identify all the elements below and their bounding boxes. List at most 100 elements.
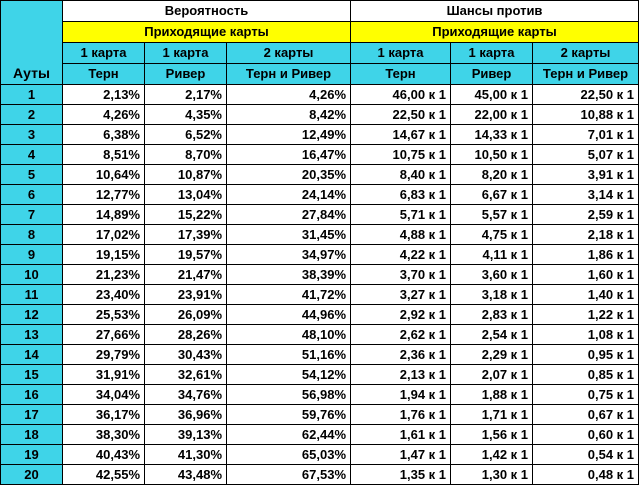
odds-turn-and-river-cell: 3,14 к 1 <box>532 184 640 205</box>
prob-two-cards-header: 2 карты <box>225 42 352 64</box>
header-row-2: Приходящие карты Приходящие карты <box>1 21 640 43</box>
prob-turn-cell: 40,43% <box>62 444 145 465</box>
prob-turn-and-river-cell: 27,84% <box>225 204 352 225</box>
prob-turn-cell: 34,04% <box>62 384 145 405</box>
table-row: 3 6,38% 6,52% 12,49% 14,67 к 1 14,33 к 1 7,01 … <box>0 124 640 145</box>
prob-turn-and-river-header: Терн и Ривер <box>225 63 352 85</box>
odds-turn-and-river-cell: 1,40 к 1 <box>532 284 640 305</box>
odds-river-cell: 6,67 к 1 <box>450 184 534 205</box>
odds-river-cell: 1,88 к 1 <box>450 384 534 405</box>
odds-turn-cell: 4,88 к 1 <box>350 224 452 245</box>
table-row: 17 36,17% 36,96% 59,76% 1,76 к 1 1,71 к 1 0,67… <box>0 404 640 425</box>
header-row-1: Ауты Вероятность Шансы против <box>0 0 640 85</box>
prob-river-header: Ривер <box>144 63 227 85</box>
prob-turn-cell: 38,30% <box>62 424 145 445</box>
prob-turn-and-river-cell: 65,03% <box>225 444 352 465</box>
outs-cell: 3 <box>0 124 63 145</box>
odds-river-cell: 2,54 к 1 <box>450 324 534 345</box>
table-row: 5 10,64% 10,87% 20,35% 8,40 к 1 8,20 к 1 3,91 … <box>0 164 640 185</box>
table-row: 8 17,02% 17,39% 31,45% 4,88 к 1 4,75 к 1 2,18 … <box>0 224 640 245</box>
prob-river-cell: 6,52% <box>144 124 227 145</box>
prob-turn-and-river-cell: 51,16% <box>225 344 352 365</box>
odds-turn-and-river-cell: 10,88 к 1 <box>532 104 640 125</box>
odds-turn-header: Терн <box>350 63 452 85</box>
odds-turn-cell: 3,27 к 1 <box>350 284 452 305</box>
prob-river-cell: 21,47% <box>144 264 227 285</box>
prob-river-cell: 26,09% <box>144 304 227 325</box>
prob-river-cell: 28,26% <box>144 324 227 345</box>
prob-turn-cell: 29,79% <box>62 344 145 365</box>
prob-turn-and-river-cell: 59,76% <box>225 404 352 425</box>
odds-against-header: Шансы против <box>350 0 640 22</box>
odds-turn-and-river-cell: 1,86 к 1 <box>532 244 640 265</box>
odds-turn-cell: 6,83 к 1 <box>350 184 452 205</box>
odds-turn-and-river-cell: 2,18 к 1 <box>532 224 640 245</box>
table-row: 1 2,13% 2,17% 4,26% 46,00 к 1 45,00 к 1 22,50 … <box>0 84 640 105</box>
odds-turn-cell: 22,50 к 1 <box>350 104 452 125</box>
odds-river-header: Ривер <box>450 63 534 85</box>
odds-one-card-turn-header: 1 карта <box>350 42 452 64</box>
odds-turn-and-river-cell: 0,60 к 1 <box>532 424 640 445</box>
header-row-3: 1 карта 1 карта 2 карты 1 карта 1 карта … <box>1 42 640 64</box>
prob-turn-cell: 8,51% <box>62 144 145 165</box>
outs-cell: 17 <box>0 404 63 425</box>
outs-cell: 8 <box>0 224 63 245</box>
outs-cell: 16 <box>0 384 63 405</box>
outs-cell: 14 <box>0 344 63 365</box>
prob-turn-cell: 36,17% <box>62 404 145 425</box>
probability-header: Вероятность <box>61 0 352 22</box>
odds-turn-cell: 3,70 к 1 <box>350 264 452 285</box>
odds-turn-and-river-cell: 0,67 к 1 <box>532 404 640 425</box>
outs-cell: 12 <box>0 304 63 325</box>
prob-river-cell: 17,39% <box>144 224 227 245</box>
odds-river-cell: 14,33 к 1 <box>450 124 534 145</box>
prob-river-cell: 2,17% <box>144 84 227 105</box>
prob-turn-and-river-cell: 12,49% <box>225 124 352 145</box>
table-row: 14 29,79% 30,43% 51,16% 2,36 к 1 2,29 к 1 0,95… <box>0 344 640 365</box>
prob-river-cell: 34,76% <box>144 384 227 405</box>
prob-turn-cell: 31,91% <box>62 364 145 385</box>
table-row: 18 38,30% 39,13% 62,44% 1,61 к 1 1,56 к 1 0,60… <box>0 424 640 445</box>
odds-turn-cell: 2,62 к 1 <box>350 324 452 345</box>
odds-river-cell: 5,57 к 1 <box>450 204 534 225</box>
prob-turn-cell: 14,89% <box>62 204 145 225</box>
table-row: 10 21,23% 21,47% 38,39% 3,70 к 1 3,60 к 1 1,60… <box>0 264 640 285</box>
odds-turn-and-river-cell: 5,07 к 1 <box>532 144 640 165</box>
odds-turn-cell: 1,94 к 1 <box>350 384 452 405</box>
table-row: 16 34,04% 34,76% 56,98% 1,94 к 1 1,88 к 1 0,75… <box>0 384 640 405</box>
odds-two-cards-header: 2 карты <box>532 42 640 64</box>
outs-cell: 4 <box>0 144 63 165</box>
prob-turn-and-river-cell: 31,45% <box>225 224 352 245</box>
outs-cell: 11 <box>0 284 63 305</box>
odds-turn-and-river-cell: 0,85 к 1 <box>532 364 640 385</box>
prob-river-cell: 15,22% <box>144 204 227 225</box>
odds-turn-cell: 1,61 к 1 <box>350 424 452 445</box>
prob-turn-cell: 21,23% <box>62 264 145 285</box>
odds-river-cell: 2,29 к 1 <box>450 344 534 365</box>
odds-turn-cell: 46,00 к 1 <box>350 84 452 105</box>
table-row: 13 27,66% 28,26% 48,10% 2,62 к 1 2,54 к 1 1,08… <box>0 324 640 345</box>
prob-turn-cell: 25,53% <box>62 304 145 325</box>
prob-turn-and-river-cell: 34,97% <box>225 244 352 265</box>
prob-turn-and-river-cell: 16,47% <box>225 144 352 165</box>
table-row: 12 25,53% 26,09% 44,96% 2,92 к 1 2,83 к 1 1,22… <box>0 304 640 325</box>
odds-turn-cell: 1,76 к 1 <box>350 404 452 425</box>
odds-river-cell: 2,83 к 1 <box>450 304 534 325</box>
odds-river-cell: 1,56 к 1 <box>450 424 534 445</box>
prob-turn-and-river-cell: 4,26% <box>225 84 352 105</box>
odds-river-cell: 4,75 к 1 <box>450 224 534 245</box>
odds-turn-cell: 14,67 к 1 <box>350 124 452 145</box>
odds-turn-and-river-cell: 0,75 к 1 <box>532 384 640 405</box>
outs-cell: 19 <box>0 444 63 465</box>
outs-cell: 7 <box>0 204 63 225</box>
outs-cell: 10 <box>0 264 63 285</box>
prob-turn-and-river-cell: 8,42% <box>225 104 352 125</box>
odds-turn-and-river-header: Терн и Ривер <box>532 63 640 85</box>
prob-turn-and-river-cell: 44,96% <box>225 304 352 325</box>
prob-turn-cell: 17,02% <box>62 224 145 245</box>
prob-turn-and-river-cell: 56,98% <box>225 384 352 405</box>
outs-cell: 9 <box>0 244 63 265</box>
odds-turn-cell: 10,75 к 1 <box>350 144 452 165</box>
odds-river-cell: 22,00 к 1 <box>450 104 534 125</box>
odds-turn-and-river-cell: 1,08 к 1 <box>532 324 640 345</box>
